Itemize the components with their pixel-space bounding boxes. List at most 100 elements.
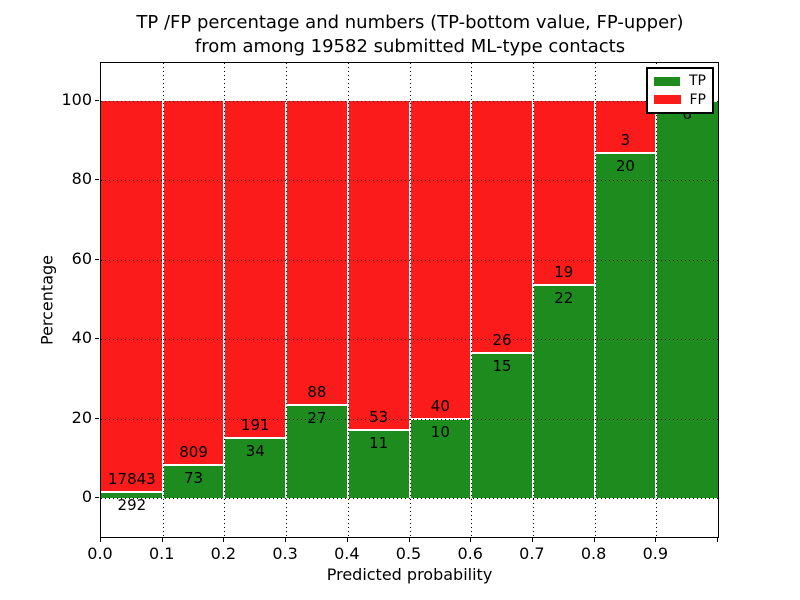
bar-segment-tp (656, 101, 718, 498)
bar-seam-line (101, 490, 163, 493)
bar-seam-line (286, 403, 348, 406)
x-tick-mark (347, 538, 348, 542)
bar-count-label-tp: 15 (492, 356, 512, 375)
bar-seam-line (594, 151, 657, 154)
chart-title-line-2: from among 19582 submitted ML-type conta… (194, 36, 626, 57)
bar-segment-fp (101, 101, 163, 492)
legend: TP FP (646, 67, 714, 114)
vertical-gridline (286, 63, 288, 537)
vertical-gridline (594, 63, 596, 537)
x-tick-mark (162, 538, 163, 542)
x-axis-label: Predicted probability (326, 565, 493, 584)
fp-color-swatch (654, 95, 681, 105)
y-tick-mark (95, 179, 99, 180)
x-tick-mark (470, 538, 471, 542)
horizontal-gridline (101, 259, 718, 261)
bar-count-label-tp: 292 (117, 495, 147, 514)
vertical-gridline (471, 63, 473, 537)
bar-count-label-fp: 88 (307, 382, 327, 401)
x-tick-label: 0.6 (457, 544, 483, 563)
vertical-gridline (409, 63, 411, 537)
bar-count-label-fp: 53 (369, 407, 389, 426)
bar-count-label-tp: 34 (245, 442, 265, 460)
x-tick-mark (532, 538, 533, 542)
y-tick-mark (95, 338, 99, 339)
bar-count-label-tp: 73 (184, 469, 204, 488)
bar-segment-fp (162, 101, 225, 466)
bar-segment-tp (532, 284, 595, 498)
horizontal-gridline (101, 180, 718, 182)
bar-seam-line (532, 283, 595, 286)
x-tick-label: 0.3 (272, 544, 298, 563)
bar-segment-tp (286, 404, 348, 498)
bar-segment-tp (594, 152, 657, 498)
horizontal-gridline (101, 101, 718, 102)
y-tick-label: 100 (61, 90, 92, 109)
bar-count-label-tp: 6 (682, 105, 692, 123)
y-tick-label: 80 (71, 169, 92, 189)
horizontal-gridline (101, 418, 718, 420)
bar-count-label-fp: 191 (240, 416, 270, 434)
x-tick-label: 0.1 (148, 544, 175, 563)
bar-seam-line (224, 437, 287, 439)
bar-seam-line (162, 464, 225, 467)
bar-segment-tp (347, 429, 410, 498)
x-tick-label: 0.9 (642, 544, 669, 563)
legend-label-tp: TP (689, 73, 706, 90)
y-tick-mark (95, 497, 99, 498)
y-tick-mark (95, 259, 99, 260)
chart-title-line-1: TP /FP percentage and numbers (TP-bottom… (136, 12, 684, 33)
x-tick-mark (594, 538, 595, 542)
x-tick-mark (409, 538, 410, 542)
legend-item-tp: TP (654, 73, 706, 89)
bar-segment-tp (224, 438, 287, 498)
legend-item-fp: FP (654, 92, 706, 108)
bar-segment-fp (286, 101, 348, 405)
bar-segment-fp (532, 101, 595, 285)
bar-segment-tp (409, 418, 472, 498)
x-tick-mark (285, 538, 286, 542)
vertical-gridline (162, 63, 164, 537)
vertical-gridline (532, 63, 534, 537)
vertical-gridline (224, 63, 226, 537)
x-tick-mark (655, 538, 656, 542)
vertical-gridline (347, 63, 349, 537)
bar-count-label-fp: 809 (179, 443, 208, 462)
bar-seam-line (471, 351, 533, 354)
x-tick-label: 0.0 (87, 544, 113, 563)
bar-count-label-fp: 3 (620, 130, 631, 149)
y-tick-mark (95, 418, 99, 419)
y-tick-label: 40 (71, 328, 92, 348)
bar-count-label-tp: 20 (615, 156, 635, 175)
bar-count-label-tp: 27 (307, 408, 327, 427)
bar-count-label-fp: 19 (554, 262, 574, 281)
bar-segment-tp (162, 465, 225, 498)
bar-count-label-tp: 10 (430, 422, 450, 441)
vertical-gridline (656, 63, 658, 537)
x-tick-mark (100, 538, 101, 542)
bar-segment-fp (347, 101, 410, 430)
x-tick-label: 0.7 (519, 544, 545, 563)
x-tick-label: 0.8 (580, 544, 607, 563)
bar-count-label-fp: 40 (430, 396, 450, 415)
x-tick-mark (223, 538, 224, 542)
x-tick-label: 0.2 (210, 544, 237, 563)
y-tick-label: 0 (81, 487, 92, 506)
y-tick-mark (95, 100, 99, 101)
bar-segment-fp (471, 101, 533, 353)
tp-color-swatch (654, 76, 680, 86)
bar-count-label-tp: 22 (554, 288, 574, 307)
chart-title: TP /FP percentage and numbers (TP-bottom… (0, 11, 800, 59)
legend-label-fp: FP (689, 91, 707, 108)
bar-segment-tp (471, 352, 533, 498)
x-tick-mark (717, 538, 718, 542)
bar-count-label-fp: 17843 (107, 469, 156, 488)
y-tick-label: 60 (71, 248, 92, 268)
y-tick-label: 20 (71, 407, 92, 427)
bar-count-label-fp: 26 (492, 330, 512, 349)
horizontal-gridline (101, 498, 718, 499)
bar-seam-line (347, 428, 410, 431)
plot-area: 17843 292 809 73 191 34 88 27 53 11 40 10 26 15 19 22 3 2… (100, 62, 719, 538)
bar-segment-fp (224, 101, 287, 438)
